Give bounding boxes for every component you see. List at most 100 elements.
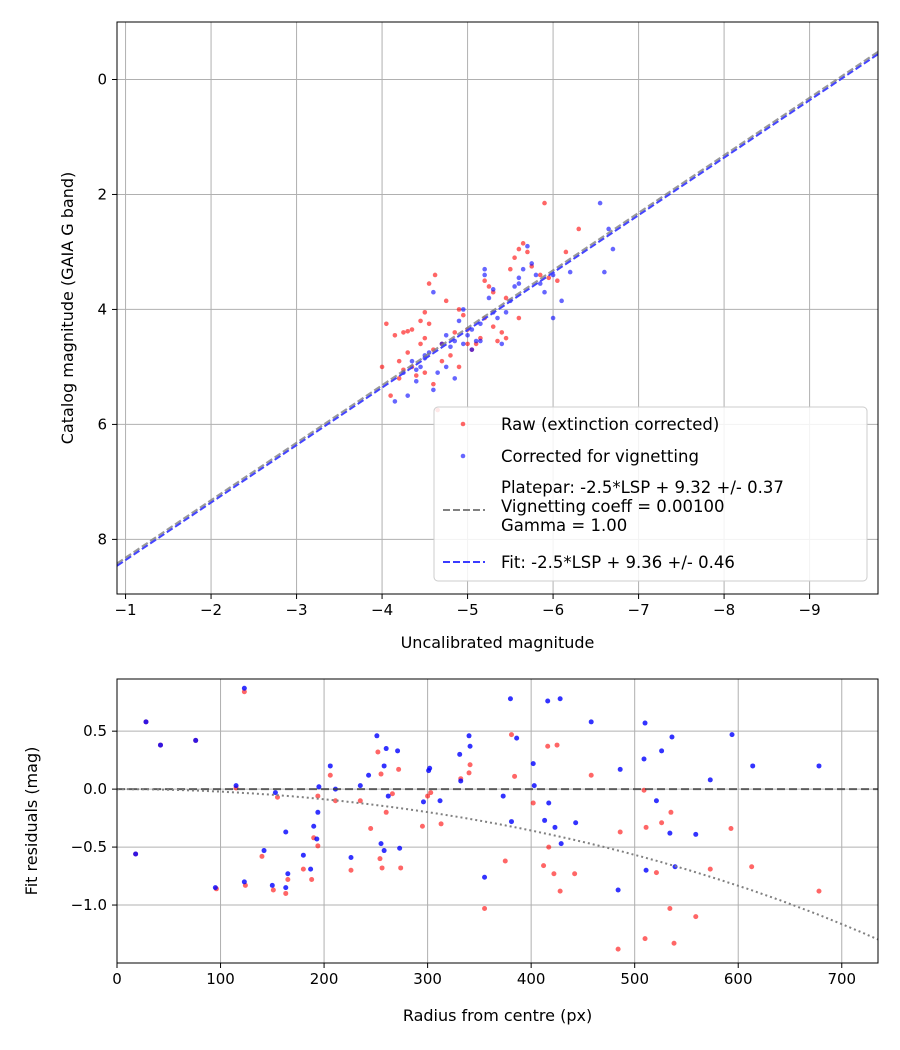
corrected-residual-point: [420, 799, 426, 805]
raw-residual-point: [389, 791, 395, 797]
corrected-residual-point: [507, 696, 513, 702]
raw-point: [413, 373, 419, 378]
corrected-point: [533, 272, 539, 278]
top-x-tick-label: −9: [799, 601, 821, 619]
corrected-point: [482, 272, 487, 278]
raw-point: [409, 327, 415, 332]
raw-residual-point: [396, 766, 402, 772]
raw-point: [486, 284, 492, 289]
bottom-y-tick-label: −1.0: [71, 896, 107, 914]
corrected-point: [413, 367, 419, 373]
corrected-point: [465, 333, 470, 338]
raw-point: [422, 370, 428, 375]
corrected-point: [486, 295, 492, 301]
corrected-point: [392, 399, 398, 404]
raw-residual-point: [707, 866, 713, 872]
corrected-point: [473, 338, 479, 344]
corrected-residual-point: [508, 819, 514, 825]
corrected-point: [482, 266, 487, 272]
corrected-residual-point: [261, 848, 267, 854]
corrected-point: [550, 315, 556, 321]
raw-residual-point: [668, 809, 674, 815]
bottom-y-tick-label: 0.0: [83, 780, 107, 798]
top-x-axis-label: Uncalibrated magnitude: [401, 633, 595, 652]
corrected-residual-point: [750, 763, 756, 769]
top-y-tick-label: 2: [97, 185, 107, 203]
corrected-residual-point: [241, 879, 247, 885]
corrected-residual-point: [531, 783, 537, 789]
corrected-point: [405, 393, 411, 398]
raw-point: [379, 364, 385, 370]
corrected-residual-point: [300, 852, 306, 858]
top-x-tick-label: −8: [713, 601, 735, 619]
raw-residual-point: [378, 771, 384, 777]
raw-point: [439, 358, 445, 364]
raw-point: [426, 321, 432, 327]
raw-residual-point: [327, 772, 333, 778]
corrected-point: [512, 284, 517, 289]
corrected-residual-point: [643, 867, 649, 873]
bottom-plot-frame: [116, 678, 879, 964]
raw-point: [448, 353, 453, 358]
corrected-residual-point: [729, 732, 735, 738]
raw-point: [499, 330, 505, 335]
corrected-residual-point: [457, 751, 463, 757]
raw-residual-point: [667, 906, 673, 912]
raw-point: [452, 330, 458, 335]
raw-residual-point: [541, 863, 547, 869]
top-y-axis-label: Catalog magnitude (GAIA G band): [58, 172, 77, 444]
raw-point: [555, 278, 560, 283]
raw-residual-point: [557, 888, 563, 894]
corrected-residual-point: [467, 743, 473, 749]
raw-residual-point: [375, 749, 381, 755]
corrected-point: [431, 387, 436, 393]
corrected-residual-point: [241, 685, 247, 691]
legend-platepar-line: Platepar: -2.5*LSP + 9.32 +/- 0.37: [501, 478, 784, 497]
bottom-plot-residuals: 0 100 200 300 400 500 600 700 0.5 0.0 −0.5 −1.0 Radi…: [22, 678, 879, 1025]
corrected-point: [542, 289, 547, 295]
raw-point: [418, 341, 423, 347]
raw-point: [422, 310, 428, 315]
bottom-x-tick-label: 100: [206, 970, 235, 988]
corrected-residual-point: [327, 763, 333, 769]
corrected-point: [443, 364, 449, 370]
top-x-tick-label: −6: [542, 601, 564, 619]
raw-residual-point: [502, 858, 508, 864]
raw-point: [563, 249, 569, 255]
corrected-residual-point: [283, 885, 289, 891]
corrected-point: [597, 200, 603, 206]
corrected-residual-point: [374, 733, 380, 739]
corrected-residual-point: [381, 848, 387, 854]
raw-point: [525, 249, 530, 255]
raw-residual-point: [671, 940, 677, 946]
corrected-residual-point: [482, 874, 488, 880]
raw-point: [516, 246, 522, 252]
top-x-tick-label: −3: [285, 601, 307, 619]
raw-point: [503, 335, 509, 341]
corrected-point: [456, 318, 462, 324]
raw-residual-point: [749, 864, 755, 870]
corrected-residual-point: [437, 798, 443, 804]
raw-residual-point: [615, 946, 621, 952]
raw-residual-point: [546, 844, 552, 850]
corrected-point: [435, 370, 440, 375]
raw-residual-point: [588, 772, 594, 778]
raw-residual-point: [259, 853, 265, 859]
corrected-residual-point: [283, 829, 289, 835]
corrected-residual-point: [316, 784, 322, 790]
corrected-residual-point: [315, 809, 321, 815]
corrected-residual-point: [212, 885, 218, 891]
raw-residual-point: [398, 865, 404, 871]
top-y-tick-label: 6: [97, 415, 107, 433]
legend-box: [433, 406, 868, 582]
corrected-point: [516, 275, 522, 281]
raw-residual-point: [419, 823, 425, 829]
bottom-x-tick-label: 700: [827, 970, 856, 988]
raw-residual-point: [508, 732, 514, 738]
corrected-residual-point: [381, 763, 387, 769]
raw-point: [418, 318, 423, 324]
raw-point: [542, 200, 547, 206]
corrected-residual-point: [397, 845, 403, 851]
top-x-tick-label: −7: [628, 601, 650, 619]
raw-residual-point: [428, 790, 434, 796]
